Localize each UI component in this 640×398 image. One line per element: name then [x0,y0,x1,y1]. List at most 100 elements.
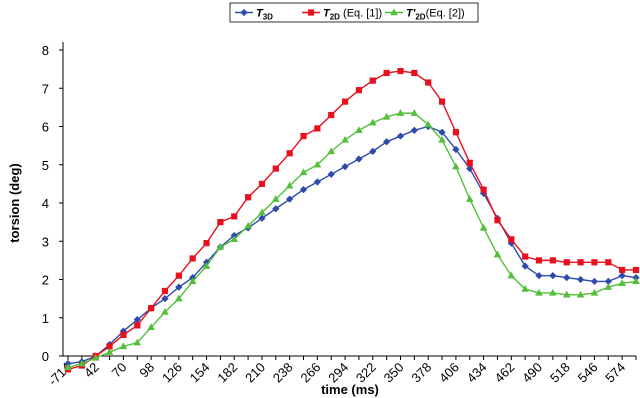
data-point [327,147,336,155]
data-point [425,79,432,86]
data-point [216,242,225,250]
data-point [202,262,211,269]
data-point [438,128,446,136]
data-point [549,272,557,280]
data-point [618,272,626,280]
data-point [175,294,183,302]
plot-area [64,67,640,373]
data-point [328,111,335,119]
data-point [258,180,266,187]
data-point [300,132,307,140]
legend-label-sub: 2D [415,13,425,22]
y-axis: 0 1 2 3 4 5 6 7 8 [42,42,64,364]
data-point [522,253,529,260]
y-tick-label: 8 [42,43,49,58]
data-point [577,259,584,266]
y-axis-title: torsion (deg) [7,163,22,242]
data-point [438,135,446,143]
data-point [397,67,404,75]
data-point [438,98,446,105]
data-point [272,165,279,172]
legend-label: T2D (Eq. [1]) [323,8,382,22]
data-point [549,257,556,264]
data-point [230,235,239,243]
data-point [521,262,529,270]
data-point [619,266,626,274]
data-point [355,87,363,94]
data-point [452,129,460,136]
data-point [161,308,169,315]
data-point [390,8,398,16]
data-point [231,213,238,220]
series-0 [64,122,640,368]
x-tick-label: 434 [464,360,490,386]
data-point [314,125,321,132]
legend-label-main: T' [406,8,416,20]
data-point [120,331,127,339]
y-tick-label: 3 [42,234,49,249]
data-point [549,288,557,296]
x-tick-label: 182 [214,360,240,386]
legend-label-sub: 3D [263,13,273,22]
x-tick-label: 490 [519,360,545,386]
y-tick-label: 4 [42,196,49,211]
data-point [271,195,280,202]
data-point [327,170,335,178]
data-point [383,138,391,146]
x-tick-label: 154 [187,360,213,386]
data-point [105,348,114,355]
data-point [341,163,349,171]
legend-label: T3D [256,8,273,22]
data-point [535,257,543,264]
legend-box [229,2,479,23]
data-point [563,273,571,282]
x-tick-label: 350 [381,360,407,386]
data-point [244,194,252,201]
x-tick-label: 518 [547,360,573,386]
data-point [286,195,294,203]
series-1 [64,67,640,373]
x-tick-label: 98 [136,360,157,381]
data-point [410,109,419,116]
legend-label-sub: 2D [330,13,340,22]
data-point [494,217,501,224]
series-2 [64,109,640,371]
data-point [396,109,405,116]
data-point [355,155,363,163]
x-tick-label: 266 [298,360,324,386]
data-point [632,266,640,274]
data-point [217,219,224,226]
x-tick-label: 378 [408,360,434,386]
data-point [78,359,86,367]
data-point [563,259,570,266]
data-point [576,275,585,284]
x-tick-label: 574 [602,360,628,386]
data-point [299,185,308,194]
data-point [244,221,252,229]
data-point [369,77,376,84]
data-point [535,272,543,280]
data-point [424,120,433,128]
data-point [64,363,72,371]
data-point [632,277,640,285]
data-point [161,287,169,295]
legend-label-main: T [323,8,331,20]
data-point [91,353,100,361]
data-point [479,223,488,231]
data-point [605,259,612,266]
data-point [189,255,196,262]
data-point [508,236,515,243]
data-point [133,338,142,346]
data-point [576,290,585,298]
data-point [562,290,571,298]
data-point [313,178,321,186]
data-point [369,147,377,155]
legend-item-1: T2D (Eq. [1]) [302,8,382,22]
data-point [240,8,248,17]
data-point [341,98,349,105]
x-tick-label: 462 [491,360,517,386]
data-point [452,162,460,170]
data-point [258,208,266,216]
data-point [285,181,294,189]
